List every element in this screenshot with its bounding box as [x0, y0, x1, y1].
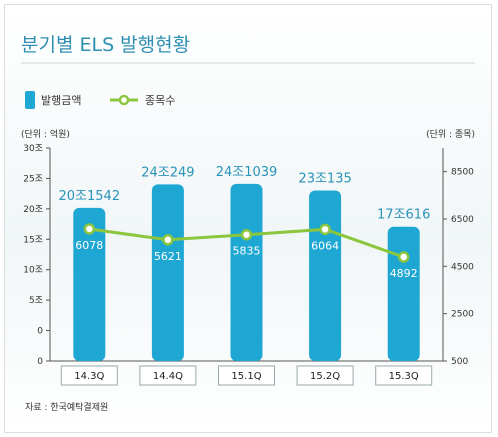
right-tick-label: 2500 — [451, 310, 474, 320]
line-point — [83, 223, 96, 235]
source-note: 자료 : 한국예탁결제원 — [25, 401, 108, 413]
line-point-label: 5621 — [154, 250, 182, 263]
line-point-label: 6078 — [75, 239, 103, 252]
category-box — [375, 365, 433, 386]
line-point — [397, 251, 410, 263]
bar — [73, 207, 106, 361]
chart-title: 분기별 ELS 발행현황 — [21, 34, 190, 56]
line-point-label: 4892 — [390, 267, 418, 280]
category-label: 14.3Q — [74, 371, 104, 382]
bar-value-label: 24조249 — [141, 165, 194, 180]
category-label: 15.3Q — [389, 371, 419, 382]
category-box — [296, 365, 354, 386]
right-tick-label: 6500 — [451, 215, 474, 225]
legend-line-label: 종목수 — [145, 94, 175, 107]
bar — [230, 183, 263, 361]
right-axis-unit: (단위 : 종목) — [426, 129, 475, 140]
category-box — [60, 365, 118, 386]
bar — [309, 190, 342, 361]
left-tick-label: 20조 — [23, 205, 43, 215]
left-tick-label: 25조 — [23, 174, 43, 184]
right-tick-label: 8500 — [451, 168, 474, 178]
line-point — [162, 234, 174, 246]
legend-bar-label: 발행금액 — [41, 94, 81, 107]
chart: 분기별 ELS 발행현황 발행금액 종목수 (단위 : 억원) (단위 : 종목)… — [21, 34, 475, 413]
category-box — [218, 365, 275, 386]
line-point — [240, 228, 253, 241]
line-point — [319, 223, 331, 236]
bar-value-label: 23조135 — [298, 172, 351, 187]
line-point-label: 5835 — [233, 245, 261, 258]
bar — [151, 184, 184, 361]
category-label: 15.2Q — [310, 371, 340, 382]
left-tick-label: 0 — [37, 357, 43, 367]
line-series: 6078 5621 5835 6064 4892 — [75, 223, 418, 280]
chart-card: 분기별 ELS 발행현황 발행금액 종목수 (단위 : 억원) (단위 : 종목)… — [4, 4, 492, 433]
category-label: 14.4Q — [153, 371, 183, 382]
line-point-label: 6064 — [311, 239, 339, 252]
left-tick-label: 15조 — [23, 235, 43, 245]
category-label: 15.1Q — [231, 371, 261, 382]
bars: 20조1542 24조249 24조1039 23조135 17조616 — [59, 165, 430, 361]
category-box — [139, 365, 197, 386]
right-tick-label: 500 — [451, 357, 468, 367]
left-tick-label: 5조 — [29, 296, 43, 306]
legend-bar-swatch — [25, 91, 35, 109]
left-tick-label: 0 — [37, 327, 43, 337]
bar-value-label: 20조1542 — [59, 189, 121, 204]
bar — [387, 226, 420, 361]
right-tick-label: 4500 — [451, 262, 474, 272]
left-axis-unit: (단위 : 억원) — [21, 128, 70, 140]
left-tick-label: 30조 — [23, 144, 43, 154]
bar-value-label: 17조616 — [377, 208, 430, 223]
legend-line-marker — [118, 94, 130, 106]
category-labels: 14.3Q 14.4Q 15.1Q 15.2Q 15.3Q — [60, 365, 433, 386]
left-tick-label: 10조 — [23, 266, 43, 276]
bar-value-label: 24조1039 — [216, 165, 278, 180]
legend: 발행금액 종목수 — [25, 91, 175, 109]
